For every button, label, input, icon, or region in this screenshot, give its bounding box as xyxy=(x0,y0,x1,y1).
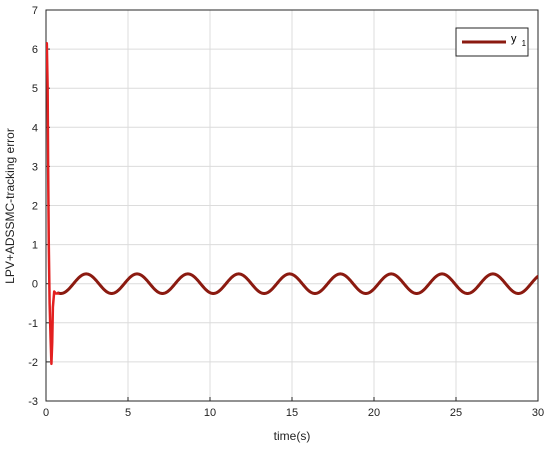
x-tick-label: 10 xyxy=(204,407,216,419)
x-tick-label: 5 xyxy=(125,407,131,419)
y-tick-label: 4 xyxy=(32,122,38,134)
x-tick-label: 25 xyxy=(450,407,462,419)
x-tick-label: 0 xyxy=(43,407,49,419)
series-group xyxy=(46,41,538,366)
series-line-y1-steady xyxy=(56,272,538,295)
x-axis-ticks: 0 5 10 15 20 25 30 xyxy=(43,397,544,419)
legend-label-y1: y 1 xyxy=(511,33,527,48)
y-tick-label: 3 xyxy=(32,161,38,173)
y-tick-label: -3 xyxy=(28,396,38,408)
legend: y 1 xyxy=(455,27,529,57)
y-tick-label: 2 xyxy=(32,201,38,213)
legend-label-subscript: 1 xyxy=(522,39,527,48)
x-axis-title: time(s) xyxy=(274,429,311,443)
x-tick-label: 30 xyxy=(532,407,544,419)
grid xyxy=(46,10,538,401)
x-tick-label: 20 xyxy=(368,407,380,419)
y-tick-label: 6 xyxy=(32,44,38,56)
y-tick-label: -2 xyxy=(28,357,38,369)
y-axis-title: LPV+ADSSMC-tracking error xyxy=(3,128,17,284)
x-tick-label: 15 xyxy=(286,407,298,419)
y-tick-label: 0 xyxy=(32,279,38,291)
y-tick-label: 7 xyxy=(32,5,38,17)
y-tick-label: 5 xyxy=(32,83,38,95)
legend-label-main: y xyxy=(511,33,517,45)
y-tick-label: 1 xyxy=(32,240,38,252)
series-line-y1-transient xyxy=(46,41,60,366)
y-tick-label: -1 xyxy=(28,318,38,330)
